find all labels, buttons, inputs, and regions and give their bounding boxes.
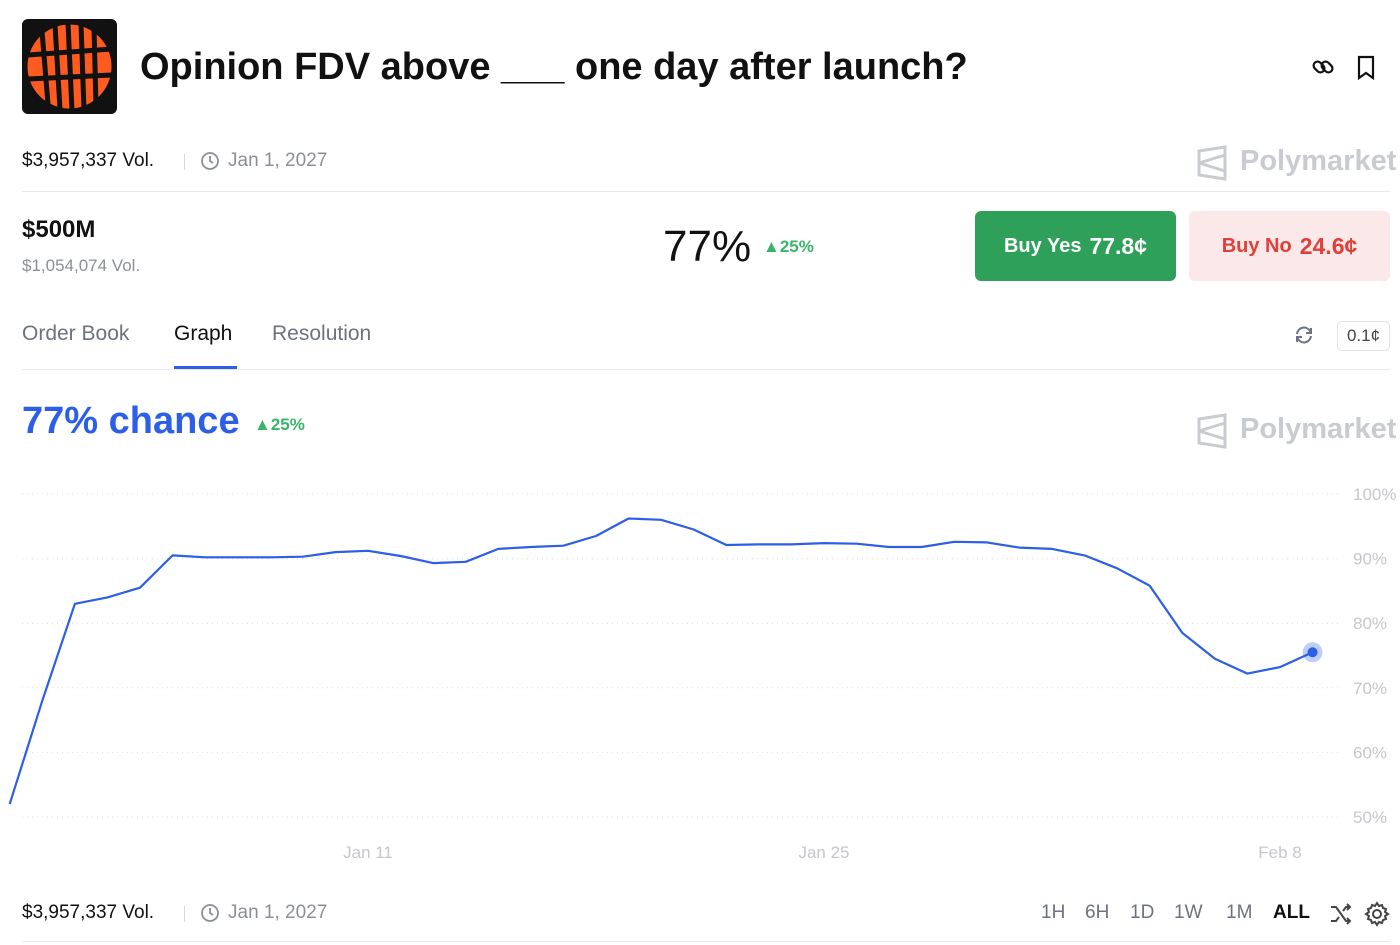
x-tick-label: Jan 11 xyxy=(343,843,393,862)
line xyxy=(8,517,1314,805)
settings-button[interactable] xyxy=(1364,901,1390,927)
brand: Polymarket xyxy=(1240,145,1397,177)
y-tick-label: 60% xyxy=(1353,743,1387,762)
divider xyxy=(184,154,185,170)
end-date: Jan 1, 2027 xyxy=(228,150,328,171)
range-button[interactable]: ALL xyxy=(1273,902,1310,923)
graph-change: ▲25% xyxy=(254,415,305,434)
no-price: 24.6¢ xyxy=(1299,232,1358,259)
change-value: 25% xyxy=(270,415,305,434)
y-tick-label: 100% xyxy=(1353,485,1396,504)
range-button[interactable]: 1H xyxy=(1041,902,1066,923)
graph-chance: 77% chance xyxy=(22,400,240,442)
buy-no-label: Buy No xyxy=(1221,234,1292,257)
y-tick-label: 70% xyxy=(1353,679,1387,698)
y-tick-label: 50% xyxy=(1353,808,1387,827)
y-tick-label: 80% xyxy=(1353,614,1387,633)
divider xyxy=(184,906,185,922)
market-title: Opinion FDV above ___ one day after laun… xyxy=(140,46,968,88)
buy-yes-label: Buy Yes xyxy=(1003,234,1082,257)
brand-logo xyxy=(1197,145,1227,181)
outcome-change: ▲25% xyxy=(763,237,814,256)
clock-icon xyxy=(201,904,219,922)
brand-logo xyxy=(1197,413,1227,449)
x-tick-label: Jan 25 xyxy=(798,843,849,862)
range-button[interactable]: 1D xyxy=(1130,902,1155,923)
separator xyxy=(22,369,1390,370)
outcome-chance: 77% xyxy=(663,222,752,271)
separator xyxy=(22,941,1390,942)
yes-price: 77.8¢ xyxy=(1089,232,1148,259)
total-volume: $3,957,337 Vol. xyxy=(22,902,155,923)
refresh-button[interactable] xyxy=(1293,324,1315,346)
range-button[interactable]: 1W xyxy=(1174,902,1203,923)
range-button[interactable]: 1M xyxy=(1226,902,1253,923)
bookmark-button[interactable] xyxy=(1355,54,1379,82)
x-tick-label: Feb 8 xyxy=(1258,843,1301,862)
chart: 50% 60% 70% 80% 90% 100% Jan 11 Jan 25 Feb 8 xyxy=(8,485,1396,862)
range-button[interactable]: 6H xyxy=(1085,902,1110,923)
shuffle-button[interactable] xyxy=(1329,902,1353,926)
brand: Polymarket xyxy=(1240,413,1397,445)
buy-no-button[interactable]: Buy No 24.6¢ xyxy=(1189,211,1390,281)
clock-icon xyxy=(201,152,219,170)
end-point xyxy=(1307,647,1318,658)
tick-size-button[interactable]: 0.1¢ xyxy=(1337,321,1390,351)
total-volume: $3,957,337 Vol. xyxy=(22,150,155,171)
separator xyxy=(22,191,1390,192)
tab-indicator xyxy=(174,366,237,369)
outcome-volume: $1,054,074 Vol. xyxy=(22,256,141,275)
y-tick-label: 90% xyxy=(1353,550,1387,569)
tab[interactable]: Graph xyxy=(174,322,233,345)
buy-yes-button[interactable]: Buy Yes 77.8¢ xyxy=(975,211,1176,281)
change-value: 25% xyxy=(779,237,814,256)
market-logo xyxy=(22,19,117,114)
tab[interactable]: Order Book xyxy=(22,322,130,345)
link-button[interactable] xyxy=(1310,54,1338,82)
end-date: Jan 1, 2027 xyxy=(228,902,328,923)
tab[interactable]: Resolution xyxy=(272,322,372,345)
outcome-name: $500M xyxy=(22,216,96,243)
